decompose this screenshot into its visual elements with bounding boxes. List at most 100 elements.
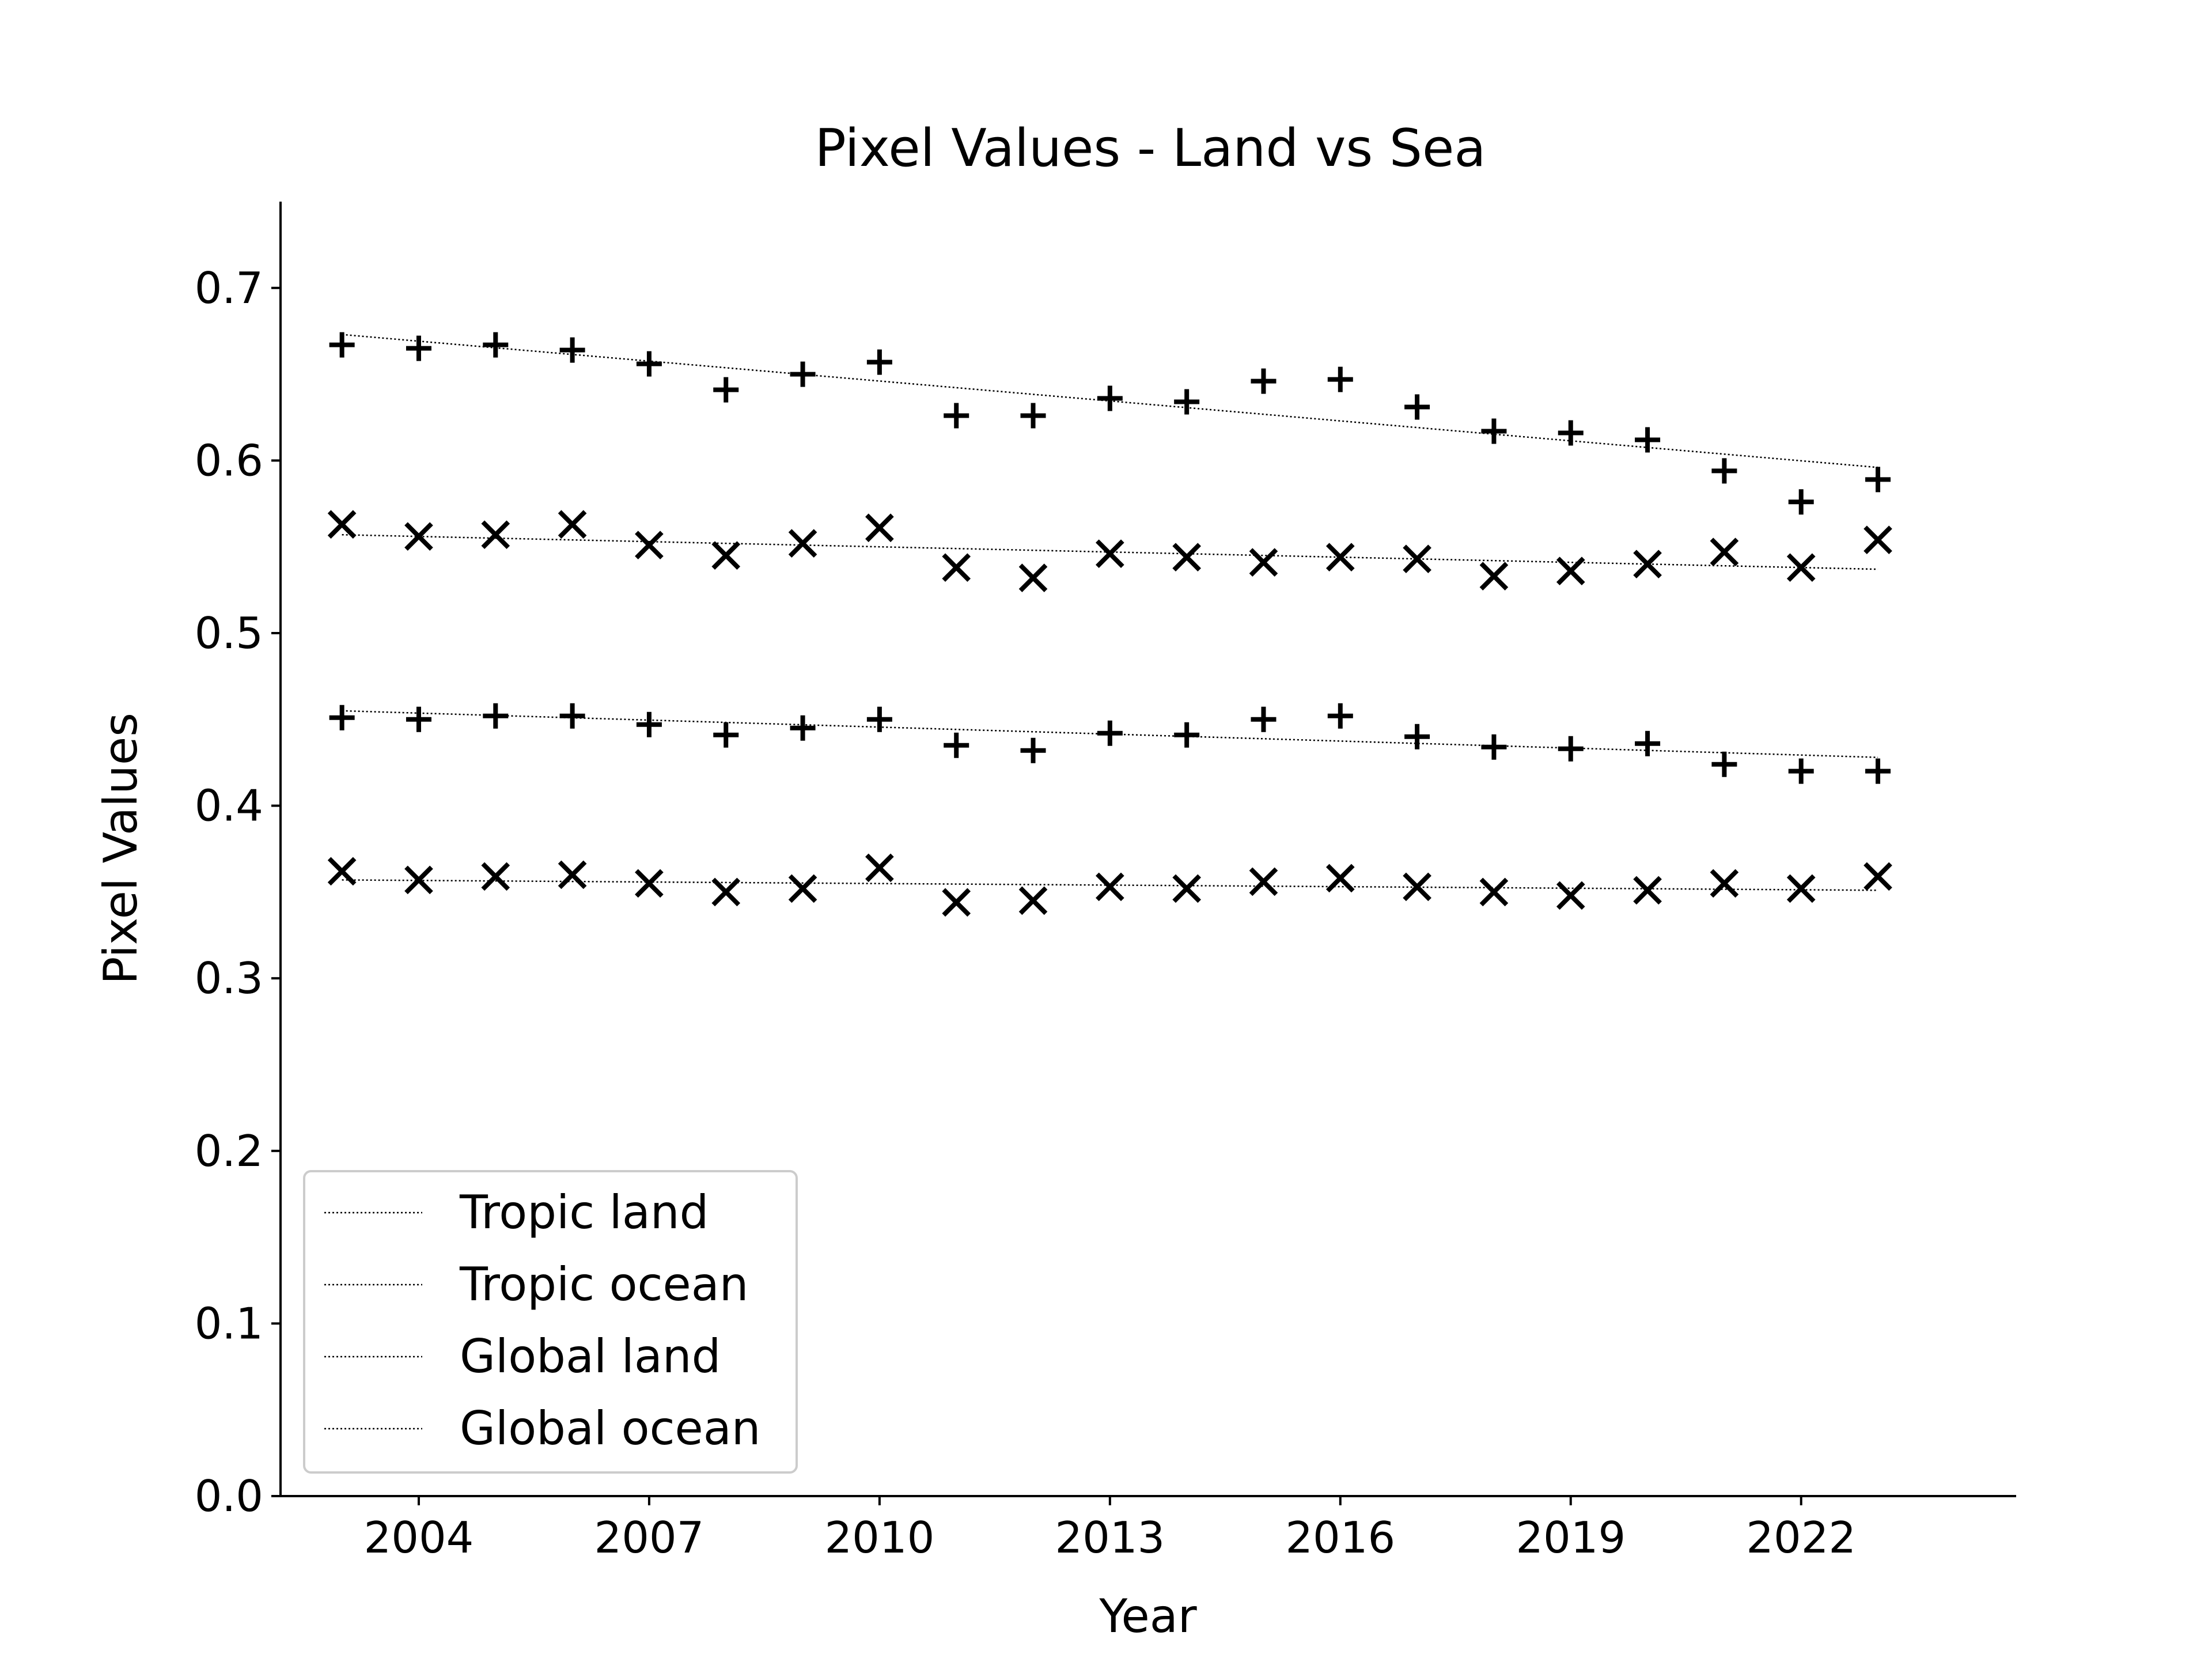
data-point (1327, 703, 1353, 729)
data-point (944, 403, 969, 429)
data-point (866, 349, 892, 375)
data-point (635, 869, 664, 898)
data-point (1481, 418, 1507, 444)
data-point (483, 703, 509, 729)
y-tick-label: 0.4 (195, 781, 263, 831)
data-point (1404, 394, 1430, 420)
axes-layer (279, 202, 2016, 1497)
x-tick-label: 2007 (594, 1512, 704, 1563)
data-point (1174, 722, 1200, 748)
x-tick-label: 2010 (824, 1512, 934, 1563)
y-tick-label: 0.3 (195, 953, 263, 1004)
data-point (944, 732, 969, 758)
data-point (481, 862, 510, 891)
data-point (1251, 706, 1277, 732)
data-point (1558, 420, 1584, 446)
y-tick-label: 0.6 (195, 435, 263, 486)
data-point (1558, 736, 1584, 762)
series-tropic-ocean (327, 510, 1892, 592)
y-tick-label: 0.2 (195, 1126, 263, 1176)
x-tick-label: 2013 (1055, 1512, 1165, 1563)
data-point (1020, 403, 1046, 429)
data-point (1863, 525, 1892, 555)
data-point (711, 877, 741, 907)
data-point (1481, 734, 1507, 760)
data-point (1096, 872, 1124, 902)
data-point (1786, 874, 1816, 903)
data-point (636, 711, 662, 737)
data-point (713, 722, 739, 748)
data-point (1018, 886, 1048, 915)
series-global-ocean (327, 853, 1892, 917)
x-axis-label: Year (1099, 1589, 1196, 1643)
data-point (1865, 467, 1891, 493)
data-point (1711, 751, 1737, 777)
data-point (404, 865, 433, 895)
legend: Tropic land Tropic ocean Global land Global… (303, 1170, 798, 1474)
data-point (406, 706, 431, 732)
data-point (1325, 543, 1355, 572)
legend-label: Global land (460, 1330, 721, 1383)
data-point (1097, 720, 1123, 746)
data-point (1096, 539, 1124, 569)
data-point (1479, 562, 1509, 590)
data-point (1249, 548, 1278, 577)
data-point (1786, 553, 1816, 582)
data-point (1556, 881, 1585, 910)
data-point (1635, 730, 1661, 756)
data-point (1633, 876, 1662, 905)
series-tropic-land (329, 332, 1891, 515)
legend-label: Tropic land (459, 1186, 709, 1239)
series-global-land (329, 703, 1891, 784)
data-point (1556, 556, 1585, 585)
data-point (558, 860, 587, 889)
data-point (788, 874, 817, 903)
data-point (1249, 867, 1278, 896)
legend-frame (303, 1170, 798, 1474)
data-point (1403, 872, 1431, 902)
data-point (1174, 389, 1200, 415)
x-tick-label: 2016 (1285, 1512, 1395, 1563)
y-tick-label: 0.5 (195, 608, 263, 658)
data-point (1097, 385, 1123, 411)
data-point (1788, 489, 1814, 515)
data-point (942, 553, 971, 582)
data-point (329, 705, 355, 730)
data-point (1710, 869, 1739, 898)
data-point (790, 715, 816, 741)
data-point (559, 703, 585, 729)
data-point (406, 335, 431, 361)
data-point (327, 857, 357, 886)
x-tick-label: 2019 (1516, 1512, 1626, 1563)
data-point (711, 541, 741, 570)
data-point (1711, 458, 1737, 484)
data-point (1863, 862, 1892, 891)
data-point (1251, 368, 1277, 394)
data-point (635, 531, 664, 560)
data-point (713, 377, 739, 403)
data-point (481, 520, 510, 550)
marks-layer (327, 332, 1892, 917)
data-point (865, 853, 894, 883)
legend-label: Global ocean (460, 1402, 761, 1455)
x-tick-label: 2004 (364, 1512, 474, 1563)
data-point (1710, 537, 1739, 567)
data-point (1172, 874, 1201, 903)
data-point (1479, 877, 1509, 907)
data-point (1020, 737, 1046, 763)
data-point (559, 337, 585, 363)
data-point (1633, 550, 1662, 578)
legend-entries: Tropic land Tropic ocean Global land Global… (324, 1186, 761, 1455)
data-point (327, 510, 357, 539)
data-point (1635, 427, 1661, 453)
data-point (1325, 864, 1355, 893)
data-point (404, 522, 433, 551)
legend-label: Tropic ocean (459, 1258, 748, 1311)
data-point (788, 529, 817, 558)
ticks-layer: 2004 2007 2010 2013 2016 2019 2022 0.0 0.1 0.2 0.3… (195, 263, 1856, 1563)
data-point (1403, 544, 1431, 574)
data-point (1865, 758, 1891, 784)
data-point (1788, 758, 1814, 784)
